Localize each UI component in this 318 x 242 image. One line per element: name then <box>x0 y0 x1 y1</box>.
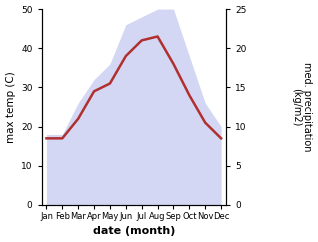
X-axis label: date (month): date (month) <box>93 227 175 236</box>
Y-axis label: max temp (C): max temp (C) <box>5 71 16 143</box>
Y-axis label: med. precipitation
(kg/m2): med. precipitation (kg/m2) <box>291 62 313 152</box>
